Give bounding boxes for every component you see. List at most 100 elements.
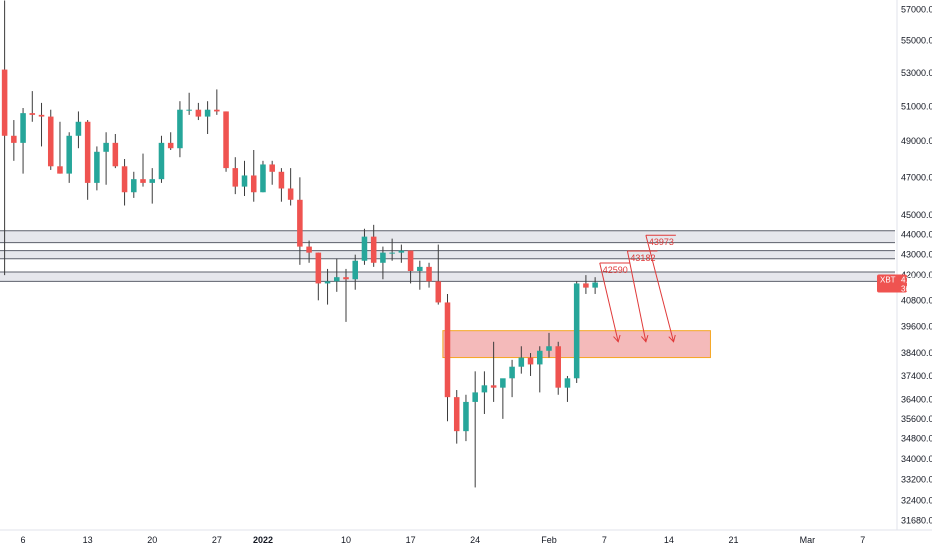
candle-body-13 (112, 142, 119, 167)
candle-body-61 (555, 346, 561, 388)
price-tag-symbol: XBT (880, 276, 896, 285)
x-tick-label-14: 7 (860, 535, 865, 545)
y-tick-label-8: 44000.00 (901, 230, 932, 240)
candle-body-32 (287, 188, 294, 200)
candle-body-2 (11, 135, 17, 143)
candle-body-33 (297, 199, 303, 247)
y-tick-label-16: 35600.00 (901, 414, 932, 424)
candle-body-8 (66, 135, 72, 174)
candle-body-56 (509, 366, 515, 379)
candle-body-7 (57, 166, 63, 174)
annotation-label-2: 43182 (630, 253, 655, 263)
y-tick-label-21: 31680.00 (901, 515, 932, 525)
y-axis[interactable]: 57000.00 55000.00 53000.00 51000.00 49000.00… (901, 5, 932, 526)
candle-body-35 (315, 252, 322, 284)
y-tick-label-15: 36400.00 (901, 395, 932, 405)
annotation-arrowhead-3 (668, 334, 676, 343)
resistance-levels (0, 230, 895, 282)
y-tick-label-12: 39600.00 (901, 321, 932, 331)
candle-body-17 (149, 179, 156, 183)
candle-body-62 (564, 378, 571, 388)
x-tick-label-9: Feb (541, 535, 557, 545)
y-tick-label-13: 38400.00 (901, 348, 932, 358)
candle-body-9 (75, 121, 82, 136)
annotation-arrow-1 (599, 262, 619, 342)
candle-body-16 (140, 179, 146, 183)
y-tick-label-18: 34000.00 (901, 454, 932, 464)
y-tick-label-14: 37400.00 (901, 371, 932, 381)
annotation-label-1: 42590 (603, 265, 628, 275)
x-tick-label-6: 10 (341, 535, 351, 545)
candle-body-11 (94, 151, 100, 183)
candle-body-64 (583, 283, 589, 288)
annotation-label-3: 43973 (649, 237, 674, 247)
y-tick-label-11: 40800.00 (901, 295, 932, 305)
candle-body-25 (223, 111, 229, 169)
resistance-band-1 (0, 230, 895, 243)
x-axis[interactable]: 6 13 20 27 2022 10 17 24 Feb 7 14 21 Mar 7 (21, 535, 866, 545)
candle-body-26 (232, 168, 239, 187)
candle-body-50 (453, 397, 460, 432)
annotation-arrow-2 (626, 250, 647, 342)
y-tick-label-20: 32400.00 (901, 496, 932, 506)
price-tag-countdown: 36:45 (901, 285, 922, 294)
candle-body-45 (407, 250, 414, 271)
candle-body-58 (527, 357, 534, 365)
candle-body-46 (417, 266, 423, 271)
y-tick-label-4: 51000.00 (901, 101, 932, 111)
x-tick-label-10: 7 (602, 535, 607, 545)
candle-body-30 (269, 164, 275, 172)
candles (1, 0, 598, 488)
y-tick-label-5: 49000.00 (901, 136, 932, 146)
x-tick-label-8: 24 (470, 535, 480, 545)
candle-body-55 (500, 378, 506, 388)
candle-body-41 (370, 236, 377, 263)
candle-body-23 (204, 109, 211, 117)
resistance-band-2 (0, 250, 895, 259)
x-tick-label-5: 2022 (253, 535, 273, 545)
annotation-arrowhead-2 (640, 334, 649, 343)
x-tick-label-1: 6 (21, 535, 26, 545)
y-tick-label-17: 34800.00 (901, 434, 932, 444)
y-tick-label-1: 57000.00 (901, 5, 932, 15)
annotation-arrowhead-1 (613, 334, 621, 343)
candle-body-28 (250, 175, 257, 193)
candle-body-60 (546, 346, 552, 351)
candle-body-39 (352, 260, 358, 280)
candle-body-15 (131, 179, 137, 193)
candle-body-19 (167, 142, 174, 149)
candle-body-42 (380, 252, 386, 263)
candle-body-40 (361, 236, 368, 261)
candle-body-12 (103, 142, 109, 152)
candle-body-3 (20, 113, 26, 143)
candle-body-10 (84, 121, 91, 183)
candle-body-51 (463, 401, 469, 432)
x-tick-label-7: 17 (406, 535, 416, 545)
x-tick-label-4: 27 (212, 535, 222, 545)
resistance-band-3 (0, 272, 895, 282)
x-tick-label-3: 20 (147, 535, 157, 545)
candle-body-4 (29, 113, 36, 115)
candle-body-20 (177, 109, 183, 149)
candle-body-54 (490, 385, 497, 388)
candle-body-37 (334, 277, 340, 282)
candle-body-57 (518, 357, 525, 367)
candle-body-18 (158, 142, 165, 180)
candle-body-31 (278, 171, 285, 189)
annotation-arrow-3 (645, 235, 675, 342)
candle-body-24 (214, 109, 220, 112)
price-tag-value: 41643.52 (901, 276, 932, 285)
candle-body-36 (324, 281, 331, 284)
y-tick-label-2: 55000.00 (901, 36, 932, 46)
candle-body-21 (186, 109, 192, 111)
candle-body-65 (592, 282, 598, 288)
candle-body-6 (47, 116, 54, 167)
candle-body-22 (195, 109, 202, 117)
candle-body-47 (426, 266, 432, 282)
candle-body-1 (1, 69, 8, 136)
candle-body-43 (389, 252, 395, 254)
candle-body-29 (260, 164, 266, 193)
x-tick-label-13: Mar (800, 535, 816, 545)
candle-body-53 (481, 385, 488, 393)
